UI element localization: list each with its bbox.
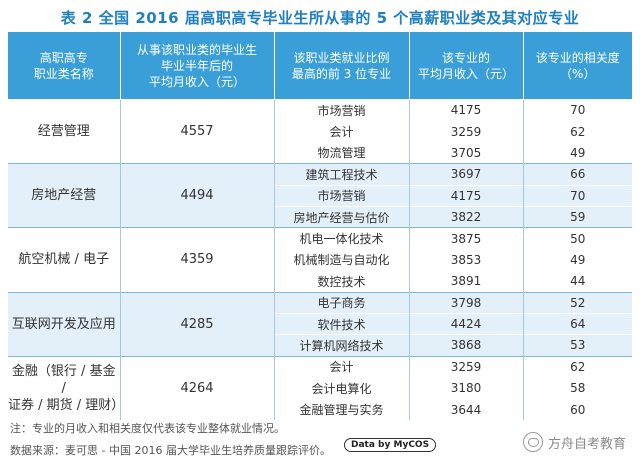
major-name: 电子商务 — [274, 291, 410, 314]
data-source: 数据来源：麦可思 - 中国 2016 届大学毕业生培养质量跟踪评价。 — [10, 444, 331, 457]
major-income: 3853 — [409, 248, 524, 271]
major-relevance: 49 — [523, 141, 632, 164]
major-income: 3875 — [409, 227, 524, 250]
occupation-name: 互联网开发及应用 — [8, 291, 121, 357]
major-income: 3644 — [409, 398, 524, 420]
major-income: 3868 — [409, 334, 524, 357]
mycos-badge: Data by MyCOS — [344, 438, 437, 452]
major-relevance: 66 — [523, 163, 632, 186]
table-row: 市场营销 4175 70 — [8, 184, 632, 207]
table-row: 机械制造与自动化 3853 49 — [8, 248, 632, 271]
major-name: 物流管理 — [274, 141, 410, 164]
watermark-text: 方舟自考教育 — [547, 436, 626, 452]
occupation-income: 4264 — [120, 355, 275, 420]
table-row: 房地产经营 4494 建筑工程技术 3697 66 — [8, 163, 632, 228]
header-relevance: 该专业的相关度 （%） — [523, 32, 632, 100]
footnote: 注：专业的月收入和相关度仅代表该专业整体就业情况。 — [10, 422, 285, 435]
header-top-majors: 该职业类就业比例 最高的前 3 位专业 — [274, 32, 410, 100]
table-row: 金融（银行 / 基金 / 证券 / 期货 / 理财） 4264 会计 3259 62 — [8, 355, 632, 420]
occupation-income: 4557 — [120, 98, 275, 164]
header-occupation: 高职高专 职业类名称 — [8, 32, 121, 100]
major-relevance: 62 — [523, 355, 632, 378]
table-row: 航空机械 / 电子 4359 机电一体化技术 3875 50 — [8, 227, 632, 293]
major-income: 3259 — [409, 120, 524, 143]
header-occupation-income: 从事该职业类的毕业生 毕业半年后的 平均月收入（元） — [120, 32, 275, 100]
major-name: 市场营销 — [274, 98, 410, 121]
major-name: 数控技术 — [274, 270, 410, 293]
table-row: 软件技术 4424 64 — [8, 312, 632, 335]
major-relevance: 52 — [523, 291, 632, 314]
occupation-income: 4494 — [120, 163, 275, 228]
occupation-name: 金融（银行 / 基金 / 证券 / 期货 / 理财） — [8, 355, 124, 420]
major-name: 软件技术 — [274, 312, 410, 335]
table-body: 经营管理 4557 市场营销 4175 70 会计 3259 62 物流管理 3705 49 房地产经… — [8, 98, 632, 420]
major-name: 建筑工程技术 — [274, 163, 410, 186]
major-income: 3705 — [409, 141, 524, 164]
occupation-name: 房地产经营 — [8, 163, 121, 228]
major-relevance: 64 — [523, 312, 632, 335]
major-name: 机械制造与自动化 — [274, 248, 410, 271]
table-row: 金融管理与实务 3644 60 — [8, 398, 632, 420]
major-relevance: 53 — [523, 334, 632, 357]
major-income: 4424 — [409, 312, 524, 335]
table-row: 数控技术 3891 44 — [8, 270, 632, 293]
occupation-name: 航空机械 / 电子 — [8, 227, 121, 293]
table-row: 会计 3259 62 — [8, 120, 632, 143]
major-relevance: 49 — [523, 248, 632, 271]
major-relevance: 70 — [523, 184, 632, 207]
table-row: 经营管理 4557 市场营销 4175 70 — [8, 98, 632, 164]
major-income: 3891 — [409, 270, 524, 293]
header-row: 高职高专 职业类名称 从事该职业类的毕业生 毕业半年后的 平均月收入（元） 该职业类就… — [8, 32, 632, 100]
major-income: 3259 — [409, 355, 524, 378]
major-relevance: 58 — [523, 377, 632, 399]
major-name: 会计 — [274, 355, 410, 378]
salary-table: 高职高专 职业类名称 从事该职业类的毕业生 毕业半年后的 平均月收入（元） 该职业类就… — [8, 32, 632, 420]
table-row: 计算机网络技术 3868 53 — [8, 334, 632, 357]
table-row: 房地产经营与估价 3822 59 — [8, 205, 632, 228]
watermark: 方舟自考教育 — [522, 432, 626, 452]
major-relevance: 44 — [523, 270, 632, 293]
major-relevance: 70 — [523, 98, 632, 121]
major-income: 3822 — [409, 205, 524, 228]
major-income: 3180 — [409, 377, 524, 399]
major-name: 金融管理与实务 — [274, 398, 410, 420]
table-row: 会计电算化 3180 58 — [8, 377, 632, 399]
major-relevance: 50 — [523, 227, 632, 250]
major-relevance: 60 — [523, 398, 632, 420]
major-relevance: 62 — [523, 120, 632, 143]
occupation-income: 4285 — [120, 291, 275, 357]
major-income: 4175 — [409, 98, 524, 121]
table-row: 物流管理 3705 49 — [8, 141, 632, 164]
major-name: 计算机网络技术 — [274, 334, 410, 357]
major-relevance: 59 — [523, 205, 632, 228]
table-row: 互联网开发及应用 4285 电子商务 3798 52 — [8, 291, 632, 357]
major-name: 会计 — [274, 120, 410, 143]
occupation-income: 4359 — [120, 227, 275, 293]
major-name: 会计电算化 — [274, 377, 410, 399]
major-name: 市场营销 — [274, 184, 410, 207]
header-major-income: 该专业的 平均月收入（元） — [409, 32, 524, 100]
major-income: 3798 — [409, 291, 524, 314]
major-name: 房地产经营与估价 — [274, 205, 410, 228]
major-name: 机电一体化技术 — [274, 227, 410, 250]
occupation-name: 经营管理 — [8, 98, 121, 164]
table-title: 表 2 全国 2016 届高职高专毕业生所从事的 5 个高薪职业类及其对应专业 — [60, 9, 580, 27]
wechat-icon — [522, 432, 543, 452]
major-income: 3697 — [409, 163, 524, 186]
major-income: 4175 — [409, 184, 524, 207]
